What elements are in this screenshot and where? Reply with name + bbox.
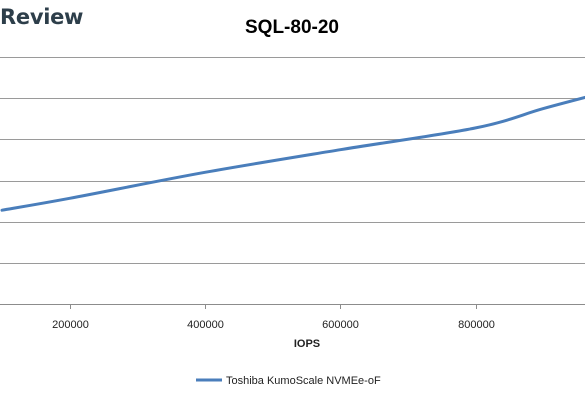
x-axis-title: IOPS	[294, 338, 320, 350]
series-line	[0, 95, 585, 212]
series-lines	[0, 95, 585, 212]
x-tick-labels: 2000004000006000008000001000000	[52, 304, 495, 331]
legend: Toshiba KumoScale NVMEe-oF	[196, 375, 381, 387]
x-tick-label: 800000	[458, 319, 495, 331]
x-tick-label: 600000	[322, 319, 359, 331]
x-tick-label: 400000	[187, 319, 224, 331]
watermark-logo: Review	[0, 5, 84, 29]
legend-label: Toshiba KumoScale NVMEe-oF	[226, 375, 381, 387]
gridlines	[0, 57, 585, 305]
chart-title: SQL-80-20	[245, 17, 339, 38]
x-tick-label: 200000	[52, 319, 89, 331]
